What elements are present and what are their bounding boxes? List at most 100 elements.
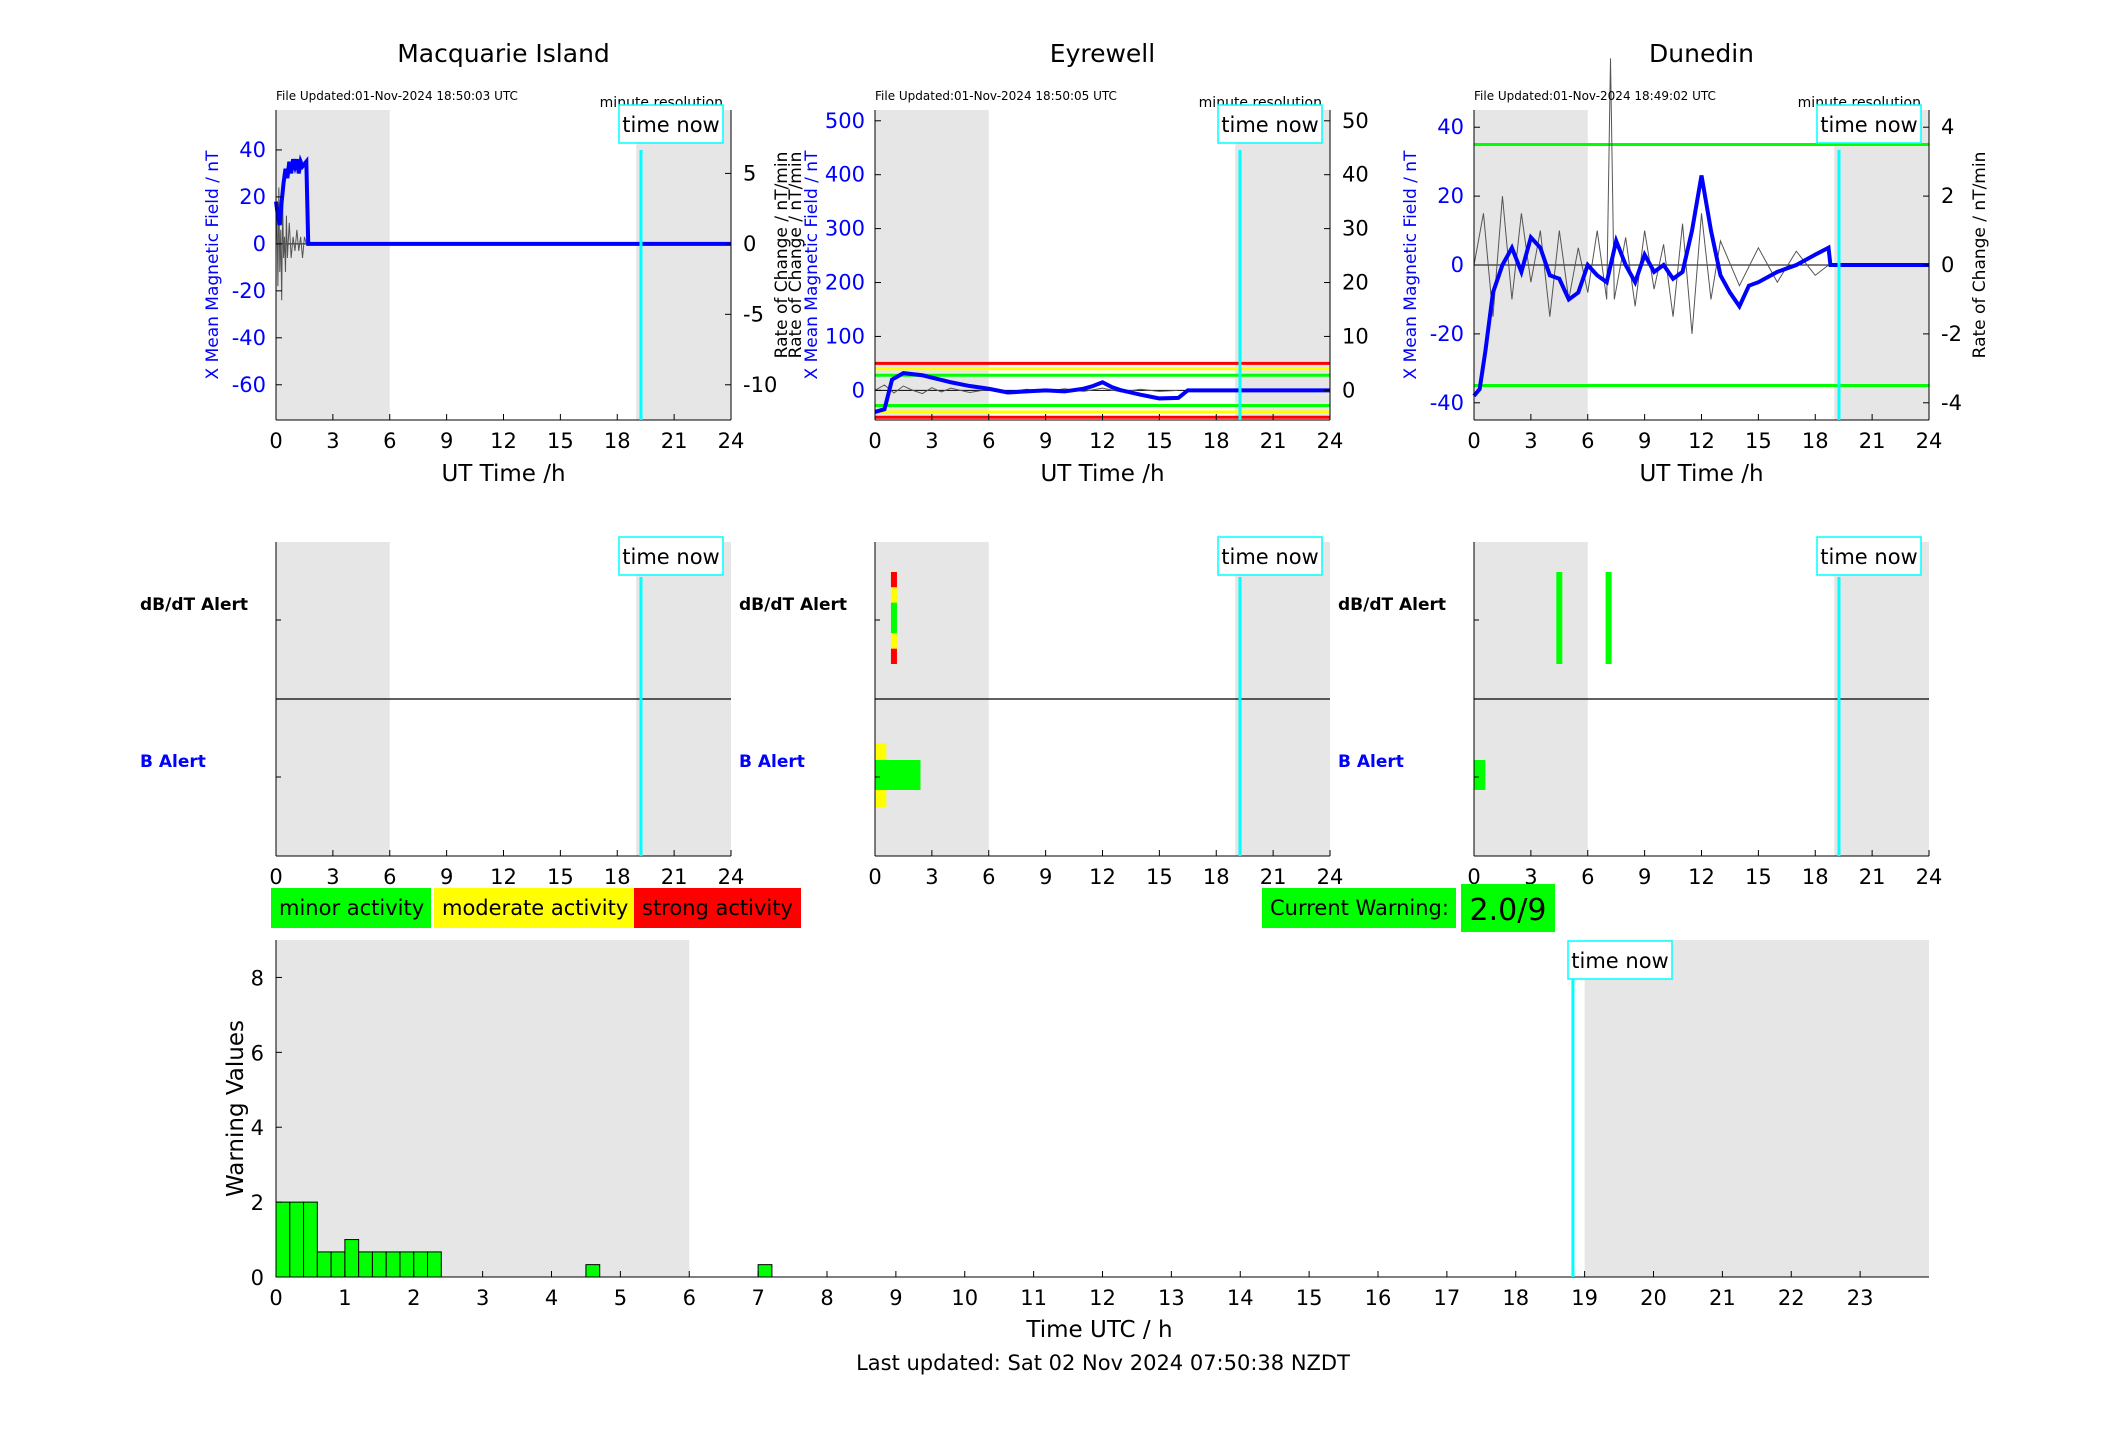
x-tick-label: 15 bbox=[1296, 1286, 1323, 1310]
x-tick-label: 18 bbox=[604, 865, 631, 889]
x-tick-label: 6 bbox=[1581, 429, 1594, 453]
x-tick-label: 18 bbox=[1802, 865, 1829, 889]
x-tick-label: 12 bbox=[490, 429, 517, 453]
right-y-tick-label: 0 bbox=[743, 232, 756, 256]
x-tick-label: 21 bbox=[1260, 865, 1287, 889]
y-tick-label: 0 bbox=[251, 1266, 264, 1290]
x-tick-label: 15 bbox=[1745, 429, 1772, 453]
b-alert-label: B Alert bbox=[1338, 752, 1404, 772]
warning-x-axis-label: Time UTC / h bbox=[1025, 1317, 1172, 1343]
x-tick-label: 20 bbox=[1640, 1286, 1667, 1310]
x-tick-label: 0 bbox=[269, 1286, 282, 1310]
x-tick-label: 24 bbox=[1317, 865, 1344, 889]
alert-time-now-label: time now bbox=[622, 545, 719, 569]
left-y-tick-label: 500 bbox=[825, 109, 865, 133]
x-tick-label: 1 bbox=[338, 1286, 351, 1310]
x-tick-label: 23 bbox=[1847, 1286, 1874, 1310]
left-y-axis-label: X Mean Magnetic Field / nT bbox=[203, 150, 223, 380]
x-tick-label: 21 bbox=[1260, 429, 1287, 453]
station-time-now-box bbox=[1816, 104, 1922, 144]
night-shade bbox=[875, 110, 989, 420]
warning-bar bbox=[585, 1264, 601, 1278]
station-time-now-box bbox=[1217, 104, 1323, 144]
left-y-tick-label: 0 bbox=[1451, 253, 1464, 277]
minor-legend-label: minor activity bbox=[279, 896, 424, 920]
left-y-tick-label: -40 bbox=[1430, 391, 1464, 415]
station-title: Macquarie Island bbox=[397, 39, 610, 68]
file-updated-text: File Updated:01-Nov-2024 18:50:03 UTC bbox=[276, 89, 518, 103]
x-tick-label: 0 bbox=[1467, 865, 1480, 889]
left-y-tick-label: -40 bbox=[232, 326, 266, 350]
right-y-tick-label: -5 bbox=[743, 302, 764, 326]
warning-time-now-box bbox=[1567, 940, 1673, 980]
x-tick-label: 22 bbox=[1778, 1286, 1805, 1310]
left-y-axis-label: X Mean Magnetic Field / nT bbox=[1401, 150, 1421, 380]
warning-bar bbox=[316, 1251, 332, 1278]
dbdt-alert-label: dB/dT Alert bbox=[739, 595, 847, 615]
x-tick-label: 9 bbox=[440, 865, 453, 889]
x-tick-label: 6 bbox=[383, 429, 396, 453]
x-tick-label: 9 bbox=[1039, 865, 1052, 889]
warning-bar bbox=[399, 1251, 415, 1278]
x-tick-label: 19 bbox=[1571, 1286, 1598, 1310]
alert-time-now-label: time now bbox=[1820, 545, 1917, 569]
warning-y-axis-label: Warning Values bbox=[223, 1020, 249, 1197]
right-y-tick-label: 30 bbox=[1342, 217, 1369, 241]
magnetic-field-trace bbox=[274, 154, 731, 246]
x-tick-label: 12 bbox=[490, 865, 517, 889]
alert-panel-2: 0 3 6 9 12 15 18 21 24 dB/dT Alert B Alert time now bbox=[1338, 536, 1943, 889]
dbdt-alert-mark bbox=[1605, 572, 1612, 664]
x-tick-label: 2 bbox=[407, 1286, 420, 1310]
night-shade bbox=[276, 110, 390, 420]
x-tick-label: 24 bbox=[1317, 429, 1344, 453]
x-tick-label: 9 bbox=[1638, 429, 1651, 453]
alert-panel-1: 0 3 6 9 12 15 18 21 24 dB/dT Alert B Alert time now bbox=[739, 536, 1344, 889]
right-y-tick-label: 0 bbox=[1941, 253, 1954, 277]
warning-values-chart: 0 1 2 3 4 5 6 7 8 9 10 11 12 13 14 15 16 17 18 19 20 21 22 2302… bbox=[223, 940, 1929, 1343]
left-y-tick-label: 100 bbox=[825, 324, 865, 348]
warning-bar bbox=[344, 1239, 360, 1278]
x-tick-label: 6 bbox=[1581, 865, 1594, 889]
moderate-legend-swatch bbox=[434, 888, 634, 928]
x-tick-label: 24 bbox=[718, 429, 745, 453]
file-updated-text: File Updated:01-Nov-2024 18:49:02 UTC bbox=[1474, 89, 1716, 103]
station-panel-2: 0 3 6 9 12 15 18 21 24-40-2002040-4-2024DunedinF… bbox=[1401, 39, 1990, 487]
night-shade bbox=[1235, 110, 1330, 420]
x-tick-label: 0 bbox=[1467, 429, 1480, 453]
left-y-tick-label: -20 bbox=[1430, 322, 1464, 346]
station-title: Eyrewell bbox=[1050, 39, 1155, 68]
x-tick-label: 21 bbox=[1709, 1286, 1736, 1310]
alert-time-now-box bbox=[1217, 536, 1323, 576]
dbdt-alert-mark bbox=[890, 618, 897, 634]
y-tick-label: 4 bbox=[251, 1116, 264, 1140]
dbdt-alert-mark bbox=[890, 633, 897, 649]
left-y-tick-label: -60 bbox=[232, 373, 266, 397]
night-shade bbox=[1584, 940, 1929, 1277]
left-y-tick-label: 20 bbox=[239, 185, 266, 209]
alert-panel-0: 0 3 6 9 12 15 18 21 24 dB/dT Alert B Alert time now bbox=[140, 536, 745, 889]
x-tick-label: 9 bbox=[1039, 429, 1052, 453]
x-tick-label: 13 bbox=[1158, 1286, 1185, 1310]
dbdt-alert-mark bbox=[1556, 572, 1563, 664]
current-warning-value: 2.0/9 bbox=[1470, 893, 1547, 928]
right-y-tick-label: 10 bbox=[1342, 324, 1369, 348]
x-tick-label: 24 bbox=[1916, 865, 1943, 889]
right-y-axis-label: Rate of Change / nT/min bbox=[772, 152, 792, 359]
alert-time-now-box bbox=[1816, 536, 1922, 576]
left-y-tick-label: 300 bbox=[825, 217, 865, 241]
x-tick-label: 12 bbox=[1688, 429, 1715, 453]
x-tick-label: 24 bbox=[718, 865, 745, 889]
station-panel-1: 0 3 6 9 12 15 18 21 24 0 100 200 300 400 500 0 10 20 30 40 5… bbox=[786, 39, 1369, 487]
warning-bar bbox=[385, 1251, 401, 1278]
warning-bar bbox=[413, 1251, 429, 1278]
x-tick-label: 18 bbox=[1203, 429, 1230, 453]
x-tick-label: 3 bbox=[1524, 429, 1537, 453]
station-time-now-label: time now bbox=[622, 113, 719, 137]
x-tick-label: 0 bbox=[868, 865, 881, 889]
magnetic-field-trace bbox=[874, 371, 1330, 414]
warning-bar bbox=[371, 1251, 387, 1278]
x-tick-label: 3 bbox=[476, 1286, 489, 1310]
dbdt-alert-mark bbox=[890, 648, 897, 664]
warning-bar bbox=[275, 1201, 291, 1278]
